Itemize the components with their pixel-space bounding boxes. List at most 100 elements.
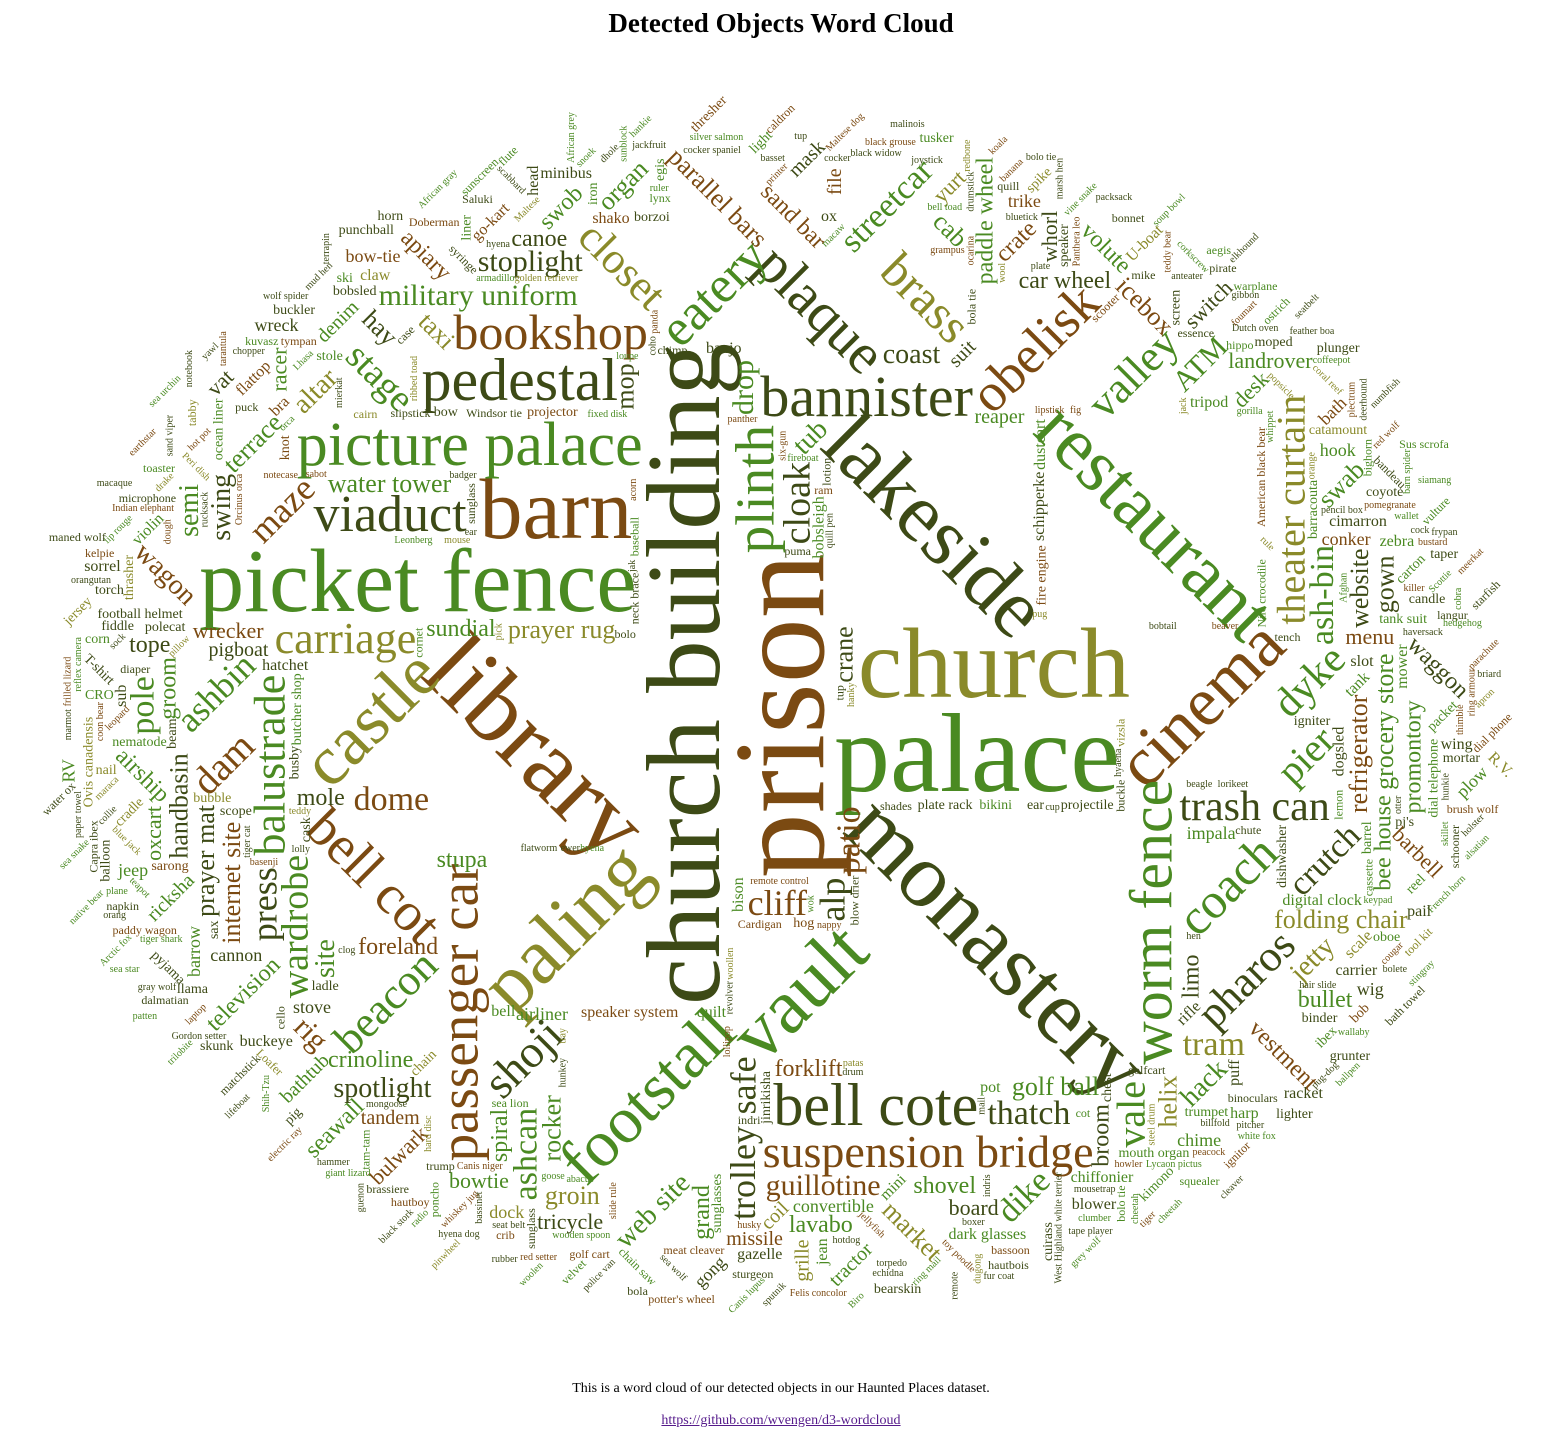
word-cloud-word: squealer [1179,1174,1220,1189]
word-cloud-word: puff [1225,1059,1243,1086]
word-cloud-word: Cardigan [737,916,782,931]
word-cloud-word: gazelle [737,1246,783,1264]
word-cloud-word: candle [1408,591,1446,607]
source-link[interactable]: https://github.com/wvengen/d3-wordcloud [661,1413,901,1428]
word-cloud-word: wing [1440,735,1473,753]
word-cloud-word: lorikeet [1217,778,1249,790]
word-cloud-word: crinoline [327,1047,414,1074]
word-cloud-word: keypad [1363,894,1393,906]
word-cloud-word: coyote [1365,484,1404,500]
word-cloud-word: marsh hen [1054,157,1066,200]
word-cloud-word: spiral [486,1108,513,1163]
word-cloud-word: bassinet [474,1191,486,1224]
word-cloud-word: web site [608,1167,697,1255]
word-cloud-word: knot [278,435,294,460]
word-cloud-word: hook [1319,439,1356,460]
word-cloud-word: ear [1026,797,1045,813]
word-cloud-word: sax [207,920,223,940]
word-cloud-word: sundial [426,616,496,643]
word-cloud-word: bulwark [363,1120,433,1190]
word-cloud-word: paper towel [72,791,84,838]
word-cloud-word: jackfruit [632,140,667,152]
word-cloud-word: parachute [1466,636,1502,673]
word-cloud-word: ewer [560,843,581,855]
word-cloud-word: drum [842,1067,864,1079]
word-cloud-word: ram [814,483,833,498]
word-cloud-word: Peri dish [179,450,213,484]
word-cloud-word: bow [433,404,458,420]
word-cloud-word: boxer [961,1216,985,1228]
word-cloud-word: hunkie [1440,773,1452,801]
word-cloud-word: killer [1403,582,1425,594]
word-cloud-word: trumpet [1184,1104,1229,1120]
word-cloud-word: viaduct [313,486,467,544]
word-cloud-word: vat [201,364,239,401]
word-cloud-word: shoji [473,1008,573,1108]
word-cloud-word: teddy [288,805,312,817]
word-cloud-word: cairn [353,406,378,421]
word-cloud-word: wig [1356,978,1384,999]
word-cloud-word: butcher shop [289,672,305,745]
word-cloud-word: cocker [824,153,851,165]
word-cloud-word: Lhasa [291,347,316,373]
word-cloud-word: sarong [151,859,189,875]
word-cloud-word: aegis [1206,242,1232,257]
word-cloud-word: stupa [436,846,488,873]
word-cloud-word: thimble [1454,704,1466,736]
word-cloud-word: blue jack [109,824,144,858]
word-cloud-word: tiger [1137,1208,1159,1230]
word-cloud-word: paddy wagon [112,923,177,938]
word-cloud-word: hatchet [262,656,309,674]
word-cloud-word: bell [491,1003,516,1021]
word-cloud-word: dark glasses [948,1225,1027,1243]
word-cloud-word: starfish [1467,577,1503,613]
word-cloud-word: reaper [974,406,1025,429]
word-cloud-word: coast [882,338,941,370]
word-cloud-word: kuvasz [245,333,279,348]
word-cloud-word: bighorn [1360,439,1375,477]
word-cloud-word: cornet [412,627,427,658]
word-cloud-word: elkhound [1226,231,1261,266]
word-cloud-word: Lycaon pictus [1145,1158,1202,1170]
word-cloud-word: dogsled [1330,726,1348,777]
word-cloud-word: remote control [750,876,809,888]
word-cloud-word: orangutan [70,574,111,586]
word-cloud-word: prayer mat [191,804,221,917]
word-cloud-word: terrapin [321,233,333,265]
word-cloud-word: barn spider [1402,449,1414,494]
word-cloud-word: slot [1350,652,1374,670]
word-cloud-word: briard [1477,668,1502,680]
word-cloud-word: quill [997,179,1020,194]
word-cloud-word: clog [338,945,356,957]
word-cloud-word: pug [1032,609,1048,621]
word-cloud-word: chute [1235,822,1262,837]
word-cloud-word: sorrel [84,558,121,576]
word-cloud-word: tram [1182,1026,1245,1064]
word-cloud-word: loupe [616,350,639,362]
word-cloud-word: howler [1114,1159,1143,1171]
word-cloud-word: feather boa [1289,326,1335,338]
word-cloud-word: indri [737,1113,761,1128]
word-cloud-word: patio [830,806,868,875]
word-cloud-word: guenon [355,1183,366,1213]
word-cloud-word: haversack [1402,627,1443,639]
word-cloud-word: blower [1071,1196,1117,1214]
word-cloud-word: armadillo [476,272,515,284]
word-cloud-word: binder [1301,1010,1338,1026]
word-cloud-word: mousetrap [1073,1183,1116,1195]
word-cloud-word: mouse [444,535,471,547]
word-cloud-word: mike [1131,268,1156,283]
word-cloud-word: bolete [1382,964,1408,976]
word-cloud-word: brassiere [366,1182,409,1197]
word-cloud-word: passenger car [428,863,490,1162]
word-cloud-word: Indian elephant [112,502,174,514]
word-cloud-word: binoculars [1227,1090,1278,1105]
word-cloud-word: jinrikisha [759,1070,775,1124]
word-cloud-word: panda [649,310,661,335]
word-cloud-word: apiary [395,225,457,286]
word-cloud-word: convertible [792,1195,874,1216]
word-cloud-word: closet [569,212,677,320]
word-cloud-word: horn [377,208,404,224]
word-cloud-word: cobra [1452,587,1464,611]
word-cloud-word: mierkat [334,377,346,409]
